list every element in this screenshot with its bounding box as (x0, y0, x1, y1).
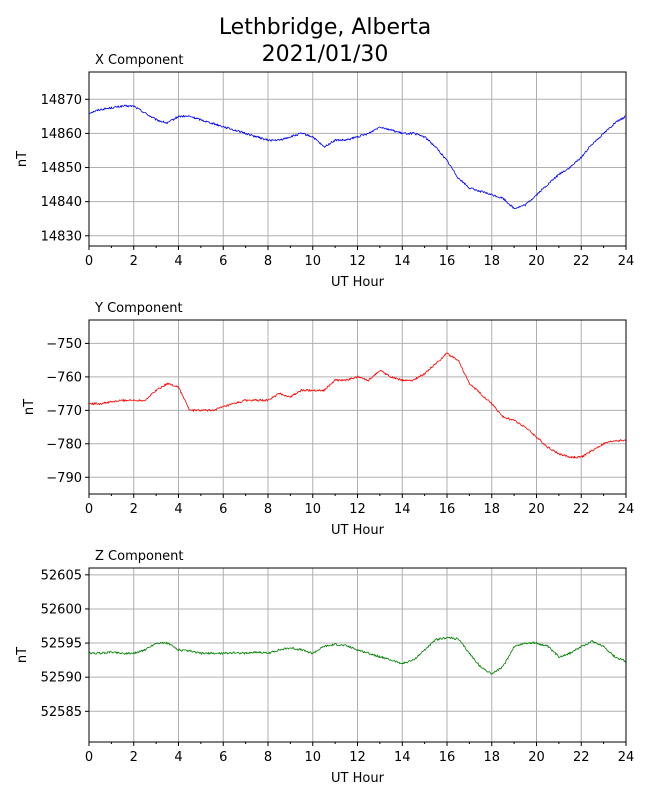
y-tick-label: 52590 (41, 671, 82, 686)
figure-title-location: Lethbridge, Alberta (219, 15, 431, 40)
panel-title: X Component (95, 53, 184, 68)
y-tick-label: 14860 (41, 127, 82, 142)
y-tick-label: 52595 (41, 637, 82, 652)
x-axis-label: UT Hour (331, 771, 385, 786)
x-axis-label: UT Hour (331, 275, 385, 290)
y-axis-label: nT (22, 399, 37, 415)
x-tick-label: 14 (394, 502, 411, 517)
y-tick-label: −790 (46, 471, 82, 486)
x-tick-label: 20 (528, 254, 545, 269)
x-tick-label: 4 (174, 254, 182, 269)
x-tick-label: 14 (394, 254, 411, 269)
series-line (88, 636, 627, 675)
y-axis-label: nT (15, 151, 30, 167)
plot-frame (88, 567, 627, 743)
x-tick-label: 10 (304, 750, 321, 765)
x-tick-label: 16 (439, 750, 456, 765)
x-tick-label: 2 (130, 502, 138, 517)
x-tick-label: 18 (483, 750, 500, 765)
x-axis-label: UT Hour (331, 523, 385, 538)
x-tick-label: 2 (130, 254, 138, 269)
y-tick-label: 52585 (41, 705, 82, 720)
plot-frame (88, 71, 627, 247)
x-tick-label: 6 (219, 254, 227, 269)
x-tick-label: 0 (85, 502, 93, 517)
x-tick-label: 22 (573, 254, 590, 269)
panel-title: Z Component (95, 549, 184, 564)
y-tick-label: 14850 (41, 161, 82, 176)
x-tick-label: 22 (573, 750, 590, 765)
y-tick-label: −760 (46, 370, 82, 385)
x-tick-label: 18 (483, 502, 500, 517)
x-tick-label: 10 (304, 502, 321, 517)
x-tick-label: 12 (349, 254, 366, 269)
y-tick-label: 14870 (41, 93, 82, 108)
y-tick-label: 52605 (41, 568, 82, 583)
y-tick-label: 52600 (41, 602, 82, 617)
x-tick-label: 6 (219, 750, 227, 765)
y-tick-label: −770 (46, 404, 82, 419)
x-tick-label: 2 (130, 750, 138, 765)
x-tick-label: 0 (85, 750, 93, 765)
x-tick-label: 16 (439, 254, 456, 269)
plot-frame (88, 319, 627, 495)
x-tick-label: 12 (349, 502, 366, 517)
x-tick-label: 10 (304, 254, 321, 269)
x-tick-label: 6 (219, 502, 227, 517)
y-tick-label: 14840 (41, 195, 82, 210)
y-tick-label: −750 (46, 337, 82, 352)
x-tick-label: 24 (618, 750, 635, 765)
x-tick-label: 12 (349, 750, 366, 765)
x-tick-label: 24 (618, 502, 635, 517)
y-axis-label: nT (15, 647, 30, 663)
y-tick-label: −780 (46, 437, 82, 452)
x-tick-label: 22 (573, 502, 590, 517)
x-tick-label: 4 (174, 502, 182, 517)
series-line (88, 104, 627, 210)
x-tick-label: 16 (439, 502, 456, 517)
x-tick-label: 24 (618, 254, 635, 269)
x-tick-label: 20 (528, 502, 545, 517)
y-tick-label: 14830 (41, 229, 82, 244)
x-tick-label: 18 (483, 254, 500, 269)
x-tick-label: 0 (85, 254, 93, 269)
x-tick-label: 20 (528, 750, 545, 765)
figure-title-date: 2021/01/30 (262, 42, 389, 67)
x-tick-label: 14 (394, 750, 411, 765)
panel-title: Y Component (94, 301, 183, 316)
x-tick-label: 4 (174, 750, 182, 765)
series-line (88, 352, 627, 459)
x-tick-label: 8 (264, 254, 272, 269)
x-tick-label: 8 (264, 502, 272, 517)
x-tick-label: 8 (264, 750, 272, 765)
